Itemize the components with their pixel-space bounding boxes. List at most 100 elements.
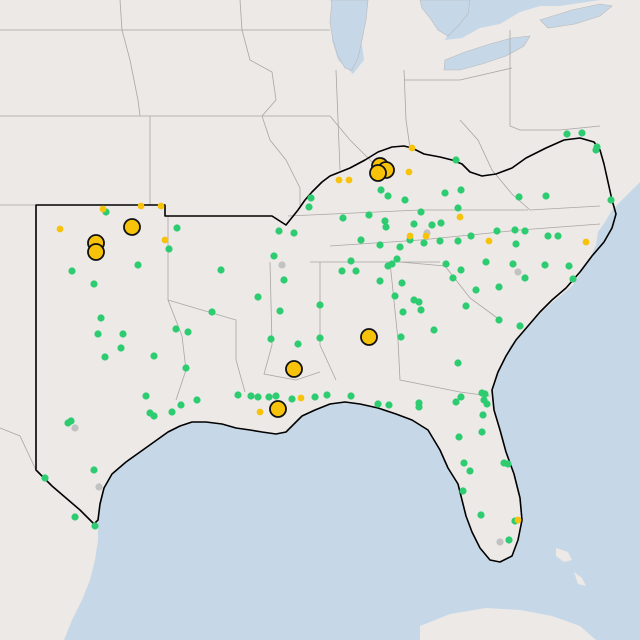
green-site-marker[interactable] <box>398 279 406 287</box>
green-site-marker[interactable] <box>462 302 470 310</box>
green-site-marker[interactable] <box>41 474 49 482</box>
green-site-marker[interactable] <box>452 156 460 164</box>
green-site-marker[interactable] <box>67 417 75 425</box>
green-site-marker[interactable] <box>415 298 423 306</box>
green-site-marker[interactable] <box>563 130 571 138</box>
green-site-marker[interactable] <box>357 236 365 244</box>
green-site-marker[interactable] <box>430 326 438 334</box>
green-site-marker[interactable] <box>234 391 242 399</box>
green-site-marker[interactable] <box>385 401 393 409</box>
green-site-marker[interactable] <box>254 293 262 301</box>
green-site-marker[interactable] <box>481 390 489 398</box>
green-site-marker[interactable] <box>417 306 425 314</box>
green-site-marker[interactable] <box>134 261 142 269</box>
green-site-marker[interactable] <box>68 267 76 275</box>
green-site-marker[interactable] <box>415 403 423 411</box>
green-site-marker[interactable] <box>165 245 173 253</box>
green-site-marker[interactable] <box>91 522 99 530</box>
green-site-marker[interactable] <box>272 392 280 400</box>
green-site-marker[interactable] <box>323 391 331 399</box>
yellow-site-marker[interactable] <box>405 168 413 176</box>
yellow-site-marker[interactable] <box>422 232 430 240</box>
yellow-site-marker[interactable] <box>582 238 590 246</box>
green-site-marker[interactable] <box>376 277 384 285</box>
green-site-marker[interactable] <box>391 292 399 300</box>
yellow-site-marker[interactable] <box>161 236 169 244</box>
green-site-marker[interactable] <box>505 536 513 544</box>
green-site-marker[interactable] <box>270 252 278 260</box>
green-site-marker[interactable] <box>97 314 105 322</box>
yellow-site-marker[interactable] <box>56 225 64 233</box>
green-site-marker[interactable] <box>420 239 428 247</box>
yellow-site-marker[interactable] <box>99 205 107 213</box>
yellow-site-marker[interactable] <box>137 202 145 210</box>
green-site-marker[interactable] <box>184 328 192 336</box>
green-site-marker[interactable] <box>396 243 404 251</box>
green-site-marker[interactable] <box>482 258 490 266</box>
green-site-marker[interactable] <box>119 330 127 338</box>
green-site-marker[interactable] <box>101 353 109 361</box>
green-site-marker[interactable] <box>478 428 486 436</box>
green-site-marker[interactable] <box>182 364 190 372</box>
green-site-marker[interactable] <box>71 513 79 521</box>
green-site-marker[interactable] <box>339 214 347 222</box>
green-site-marker[interactable] <box>480 396 488 404</box>
green-site-marker[interactable] <box>457 186 465 194</box>
green-site-marker[interactable] <box>467 232 475 240</box>
yellow-site-marker[interactable] <box>157 202 165 210</box>
green-site-marker[interactable] <box>410 220 418 228</box>
green-site-marker[interactable] <box>305 203 313 211</box>
gray-site-marker[interactable] <box>496 538 504 546</box>
green-site-marker[interactable] <box>493 227 501 235</box>
green-site-marker[interactable] <box>288 395 296 403</box>
yellow-site-marker[interactable] <box>335 176 343 184</box>
green-site-marker[interactable] <box>454 237 462 245</box>
green-site-marker[interactable] <box>460 459 468 467</box>
large-yellow-site-marker[interactable] <box>369 164 387 182</box>
green-site-marker[interactable] <box>338 267 346 275</box>
green-site-marker[interactable] <box>347 392 355 400</box>
green-site-marker[interactable] <box>399 308 407 316</box>
green-site-marker[interactable] <box>150 352 158 360</box>
gray-site-marker[interactable] <box>71 424 79 432</box>
green-site-marker[interactable] <box>479 411 487 419</box>
green-site-marker[interactable] <box>217 266 225 274</box>
green-site-marker[interactable] <box>428 221 436 229</box>
green-site-marker[interactable] <box>254 393 262 401</box>
green-site-marker[interactable] <box>265 393 273 401</box>
green-site-marker[interactable] <box>150 412 158 420</box>
green-site-marker[interactable] <box>442 260 450 268</box>
gray-site-marker[interactable] <box>278 261 286 269</box>
green-site-marker[interactable] <box>374 400 382 408</box>
green-site-marker[interactable] <box>542 192 550 200</box>
green-site-marker[interactable] <box>521 227 529 235</box>
green-site-marker[interactable] <box>142 392 150 400</box>
green-site-marker[interactable] <box>417 208 425 216</box>
green-site-marker[interactable] <box>466 467 474 475</box>
green-site-marker[interactable] <box>388 260 396 268</box>
large-yellow-site-marker[interactable] <box>87 243 105 261</box>
green-site-marker[interactable] <box>90 280 98 288</box>
green-site-marker[interactable] <box>393 255 401 263</box>
green-site-marker[interactable] <box>495 283 503 291</box>
green-site-marker[interactable] <box>457 393 465 401</box>
green-site-marker[interactable] <box>495 316 503 324</box>
yellow-site-marker[interactable] <box>406 232 414 240</box>
green-site-marker[interactable] <box>397 333 405 341</box>
green-site-marker[interactable] <box>454 204 462 212</box>
green-site-marker[interactable] <box>311 393 319 401</box>
green-site-marker[interactable] <box>172 325 180 333</box>
green-site-marker[interactable] <box>208 308 216 316</box>
green-site-marker[interactable] <box>382 223 390 231</box>
green-site-marker[interactable] <box>275 227 283 235</box>
green-site-marker[interactable] <box>280 276 288 284</box>
yellow-site-marker[interactable] <box>256 408 264 416</box>
green-site-marker[interactable] <box>515 193 523 201</box>
yellow-site-marker[interactable] <box>485 237 493 245</box>
green-site-marker[interactable] <box>307 194 315 202</box>
green-site-marker[interactable] <box>294 340 302 348</box>
green-site-marker[interactable] <box>569 275 577 283</box>
green-site-marker[interactable] <box>247 392 255 400</box>
green-site-marker[interactable] <box>177 401 185 409</box>
